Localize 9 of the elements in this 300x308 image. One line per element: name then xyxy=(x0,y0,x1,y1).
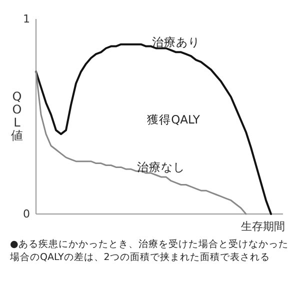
line-series xyxy=(35,70,247,215)
annotation: 獲得QALY xyxy=(147,112,201,126)
x-axis-title: 生存期間 xyxy=(241,220,285,233)
series-label: 治療なし xyxy=(137,160,185,174)
y-tick-label: 1 xyxy=(23,12,30,26)
series-label: 治療あり xyxy=(152,35,200,50)
y-tick-label: 0 xyxy=(23,208,30,220)
text: ●ある疾患にかかったとき、治療を受けた場合と受けなかった場合のQALYの差は、2つの面積で挟まれた面積で表される xyxy=(10,238,290,264)
y-axis-title: QOL値 xyxy=(11,90,23,142)
